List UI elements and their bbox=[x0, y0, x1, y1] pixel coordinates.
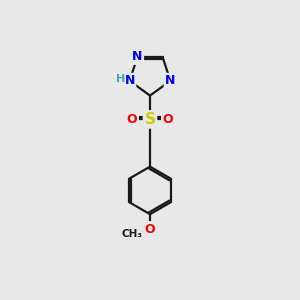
Text: S: S bbox=[145, 112, 155, 127]
Text: CH₃: CH₃ bbox=[122, 230, 143, 239]
Text: N: N bbox=[124, 74, 135, 87]
Text: O: O bbox=[163, 113, 173, 126]
Text: N: N bbox=[132, 50, 142, 63]
Text: N: N bbox=[165, 74, 176, 87]
Text: H: H bbox=[116, 74, 125, 84]
Text: O: O bbox=[127, 113, 137, 126]
Text: O: O bbox=[145, 223, 155, 236]
